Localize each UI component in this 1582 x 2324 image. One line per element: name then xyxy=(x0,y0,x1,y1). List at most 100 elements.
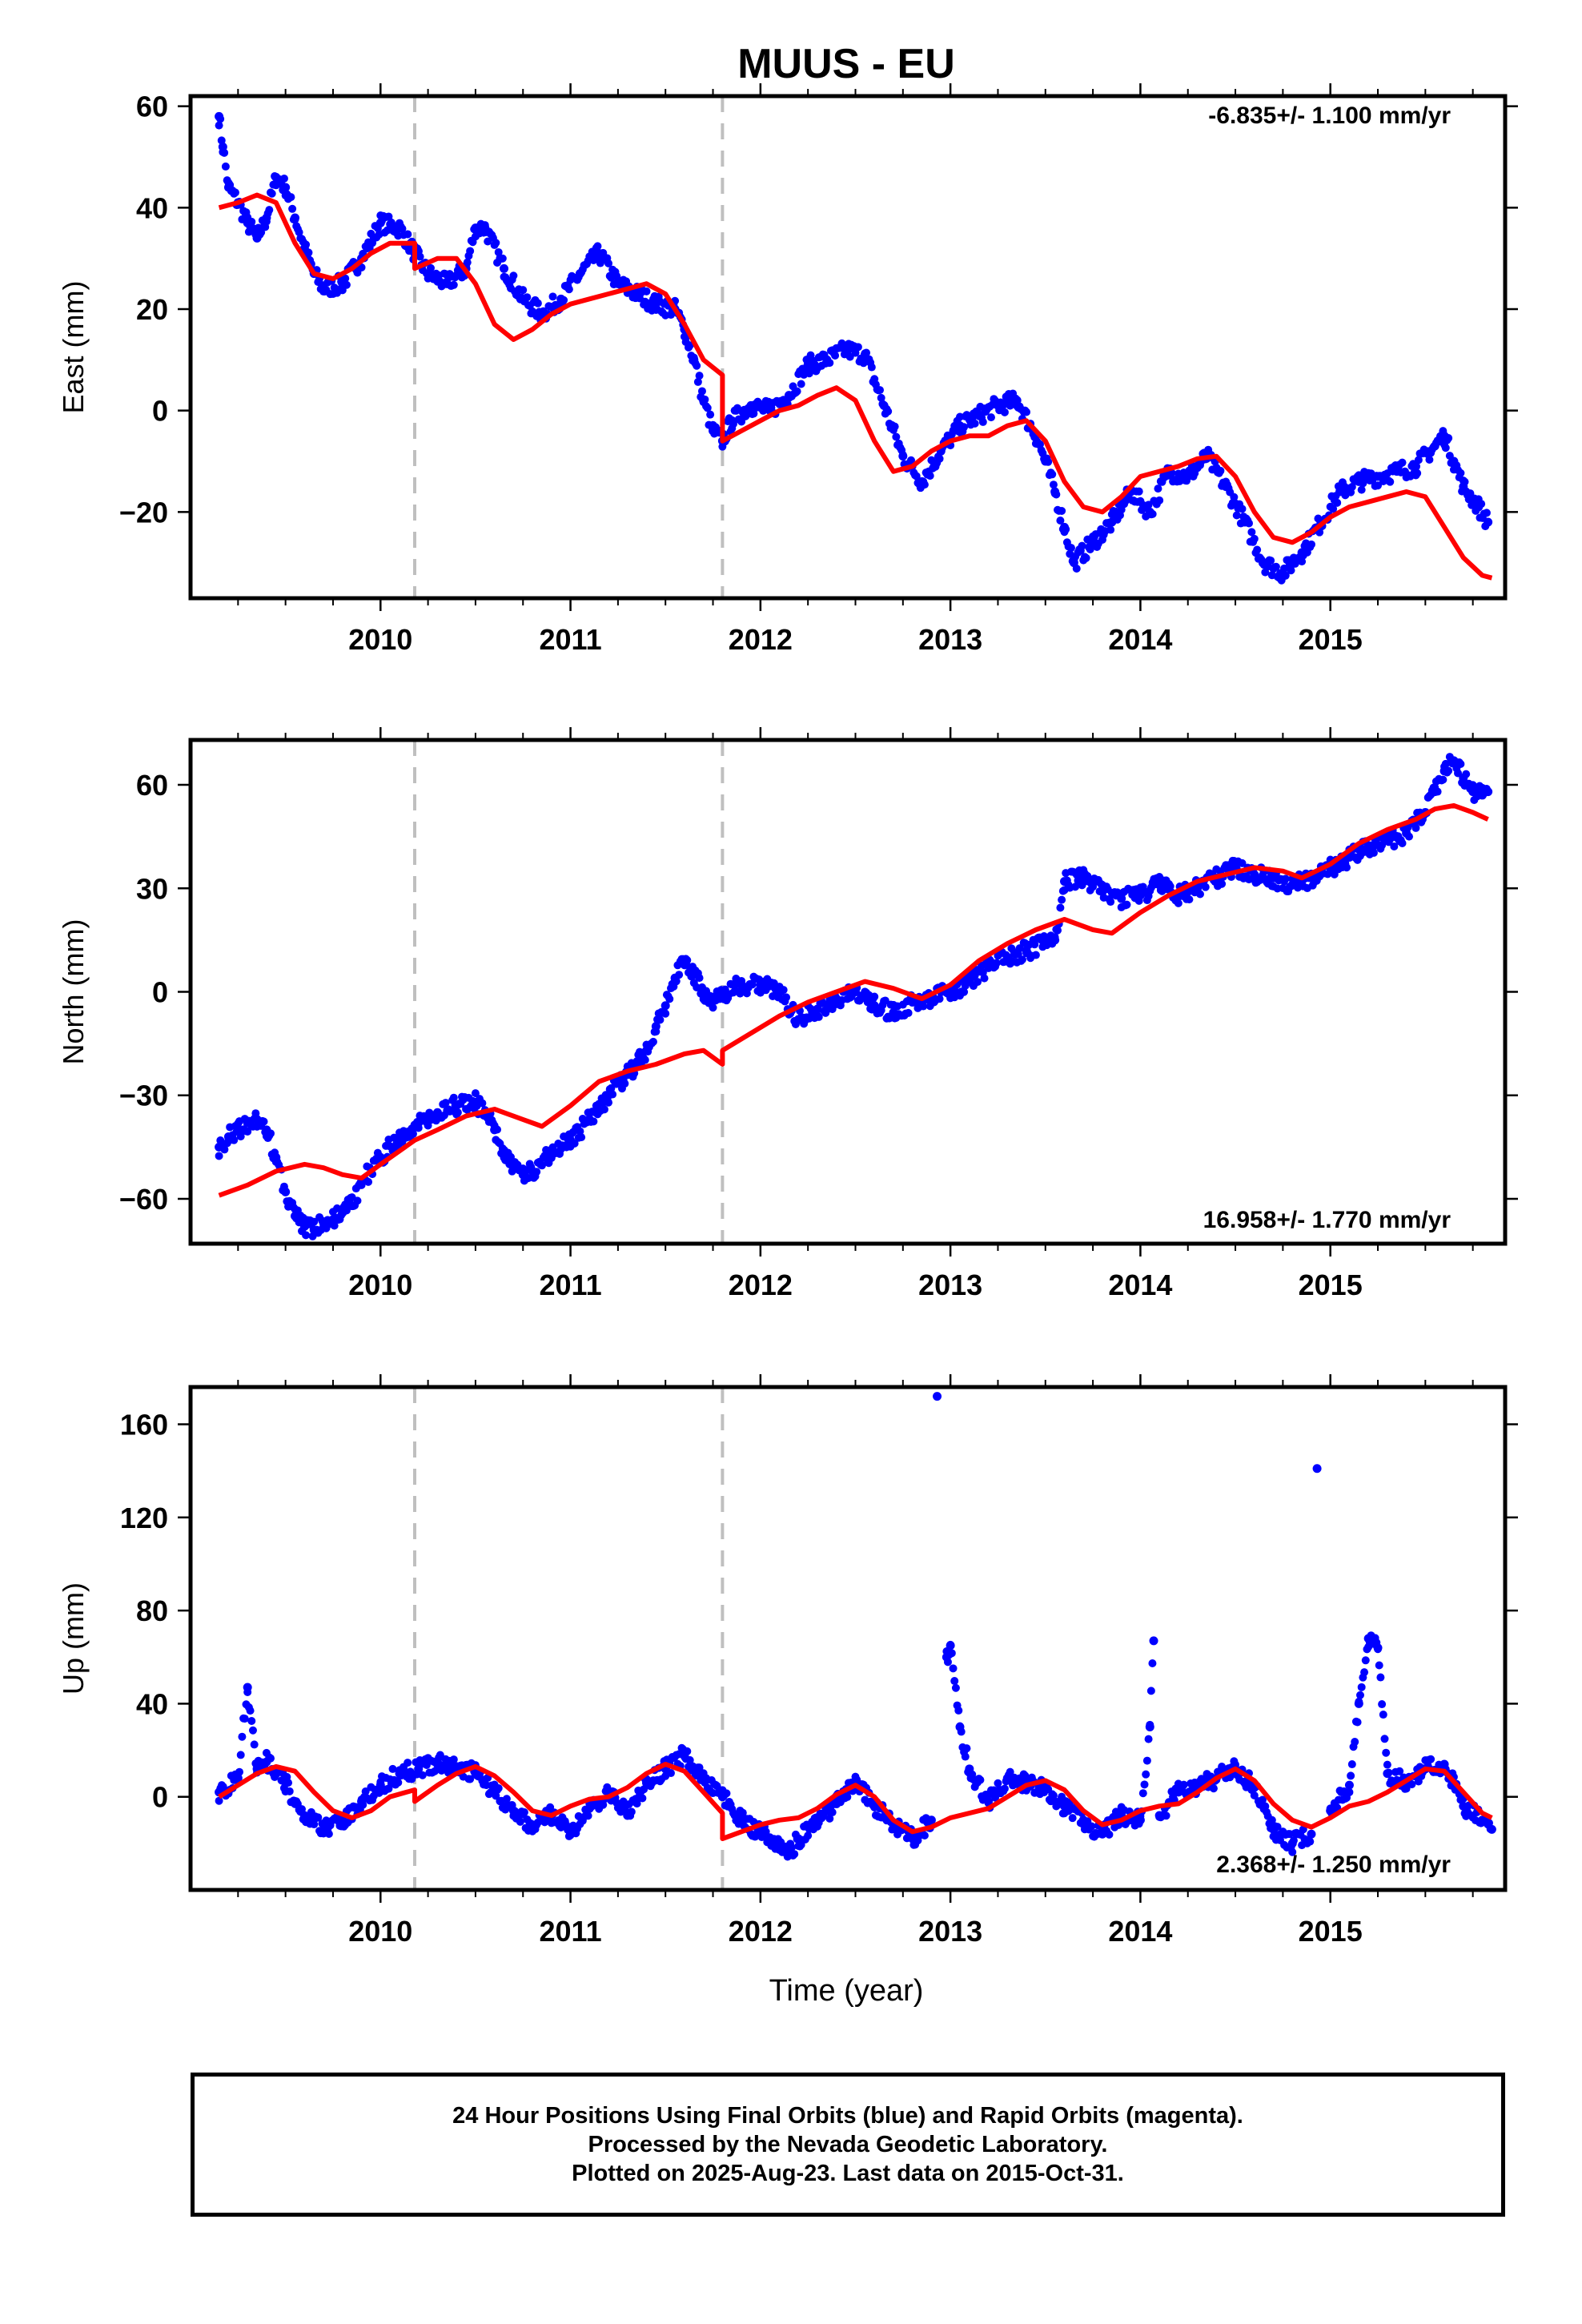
data-point-cloud xyxy=(1230,493,1239,501)
x-tick-label: 2011 xyxy=(540,1915,602,1948)
data-point-cloud xyxy=(593,242,602,251)
data-point-cloud xyxy=(288,204,297,213)
data-point-cloud xyxy=(1378,1700,1387,1709)
footer-line-1: 24 Hour Positions Using Final Orbits (bl… xyxy=(452,2103,1243,2129)
data-point xyxy=(1069,558,1078,568)
data-point xyxy=(414,1764,424,1774)
velocity-label: 16.958+/- 1.770 mm/yr xyxy=(1203,1207,1452,1233)
data-point xyxy=(584,1803,594,1813)
y-axis-label: Up (mm) xyxy=(57,1582,90,1695)
y-tick-label: 0 xyxy=(152,1781,168,1814)
data-point xyxy=(680,956,689,966)
data-point-cloud xyxy=(1154,485,1162,493)
data-point xyxy=(1145,507,1154,517)
x-tick-label: 2014 xyxy=(1108,623,1172,656)
data-point-cloud xyxy=(949,1664,958,1673)
data-point xyxy=(414,1118,424,1128)
data-point xyxy=(869,1001,879,1011)
x-tick-label: 2012 xyxy=(729,1269,793,1301)
data-point xyxy=(528,1167,537,1176)
data-point-cloud xyxy=(1271,562,1280,571)
data-point xyxy=(528,1820,537,1830)
data-point xyxy=(699,396,709,405)
data-point xyxy=(841,345,851,355)
data-point xyxy=(727,416,737,425)
data-point-cloud xyxy=(600,1105,608,1114)
data-point-cloud xyxy=(1281,875,1290,883)
data-point xyxy=(689,355,699,364)
x-tick-label: 2015 xyxy=(1299,1269,1363,1301)
data-point-cloud xyxy=(1333,498,1342,507)
y-tick-label: 40 xyxy=(136,191,168,224)
data-point xyxy=(338,1208,347,1217)
data-point-cloud xyxy=(875,386,884,395)
model-fit-line xyxy=(218,802,1489,1198)
data-point-cloud xyxy=(1106,525,1115,534)
data-point xyxy=(1439,1759,1449,1769)
data-point-cloud xyxy=(954,1706,963,1715)
data-point-cloud xyxy=(1411,823,1420,832)
data-point xyxy=(471,223,480,233)
data-point-cloud xyxy=(537,1161,546,1170)
data-point-cloud xyxy=(509,271,518,280)
x-tick-label: 2011 xyxy=(540,623,602,656)
data-point-cloud xyxy=(498,254,507,263)
data-point-cloud xyxy=(1000,408,1009,416)
data-point xyxy=(680,1750,689,1759)
figure-title: MUUS - EU xyxy=(737,41,955,87)
data-point xyxy=(508,1806,518,1815)
data-point-cloud xyxy=(1106,898,1115,907)
data-point-cloud xyxy=(1144,1735,1153,1743)
data-point xyxy=(452,1101,461,1111)
y-tick-label: 60 xyxy=(136,769,168,802)
data-point xyxy=(281,183,291,192)
data-point-cloud xyxy=(1375,1661,1383,1670)
data-point-cloud xyxy=(992,959,1001,967)
data-point xyxy=(1363,842,1373,852)
data-point xyxy=(1240,517,1250,527)
data-point xyxy=(252,1115,262,1124)
data-point-cloud xyxy=(978,417,987,426)
data-point xyxy=(860,350,869,360)
data-point-cloud xyxy=(1357,485,1366,494)
data-point xyxy=(1287,880,1297,890)
data-point-cloud xyxy=(1071,883,1080,891)
data-point-cloud xyxy=(267,189,276,198)
x-tick-label: 2013 xyxy=(918,1269,982,1301)
data-point xyxy=(813,1004,822,1014)
data-point xyxy=(1060,522,1070,532)
data-point-cloud xyxy=(1441,444,1450,452)
plot-area xyxy=(215,96,1493,598)
data-point xyxy=(338,279,347,288)
data-point xyxy=(604,1091,613,1100)
y-tick-label: −20 xyxy=(119,496,168,529)
data-point xyxy=(243,218,252,227)
footer-line-3: Plotted on 2025-Aug-23. Last data on 201… xyxy=(572,2161,1124,2186)
data-point-cloud xyxy=(287,193,295,202)
data-point xyxy=(1411,461,1420,471)
data-point xyxy=(233,1125,243,1135)
data-point xyxy=(1135,1815,1145,1825)
data-point xyxy=(1107,517,1117,527)
data-point-cloud xyxy=(814,1012,823,1021)
data-point-cloud xyxy=(1482,509,1491,517)
data-point xyxy=(1098,887,1107,897)
data-point-cloud xyxy=(950,1677,959,1686)
data-point xyxy=(281,1778,291,1787)
data-point-cloud xyxy=(1216,466,1225,475)
data-point-cloud xyxy=(661,1009,670,1018)
data-point-cloud xyxy=(695,1763,704,1772)
data-point-cloud xyxy=(236,1132,245,1141)
data-point xyxy=(1439,431,1449,440)
data-point-cloud xyxy=(1347,1760,1356,1769)
data-point-cloud xyxy=(1456,760,1465,769)
data-point xyxy=(1354,476,1363,486)
data-point xyxy=(869,1801,879,1811)
plot-area xyxy=(215,1387,1496,1890)
data-point-cloud xyxy=(1360,1668,1369,1677)
up-panel: 2010 2011 2012 2013 2014 2015 0 40 80 120 160 Up (m… xyxy=(57,1374,1518,1948)
data-point xyxy=(784,1850,793,1860)
data-point xyxy=(1002,1773,1012,1783)
data-point-cloud xyxy=(1174,899,1182,907)
data-point xyxy=(1193,883,1203,893)
